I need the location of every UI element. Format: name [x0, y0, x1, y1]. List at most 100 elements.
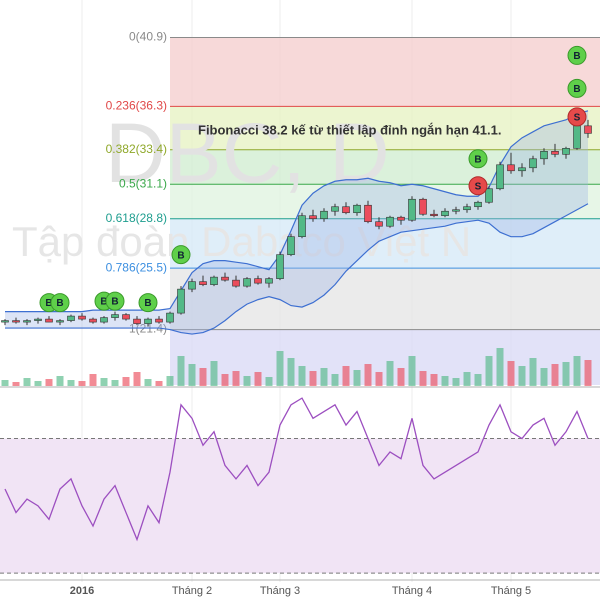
candle-body: [188, 281, 196, 290]
candle-body: [155, 318, 163, 323]
candle-body: [133, 318, 141, 324]
signal-marker: [468, 176, 488, 196]
candle-body: [573, 125, 581, 149]
fib-zone: [170, 268, 600, 330]
fib-zone: [170, 37, 600, 107]
signal: S: [468, 176, 488, 196]
candle-body: [276, 254, 284, 279]
signal: B: [567, 78, 587, 98]
candle-body: [430, 213, 438, 217]
candle-body: [56, 320, 64, 323]
volume-bar: [78, 381, 86, 386]
signal-label: B: [474, 154, 481, 165]
volume-bar: [12, 382, 20, 386]
volume-bar: [551, 364, 559, 386]
candle-body: [353, 204, 361, 214]
candle-body: [100, 317, 108, 323]
signal: B: [567, 45, 587, 65]
volume-bar: [419, 371, 427, 386]
candle-body: [485, 188, 493, 203]
signal: S: [567, 107, 587, 127]
candle-body: [507, 164, 515, 172]
candle-body: [210, 276, 218, 285]
candle-body: [1, 320, 9, 323]
candle-body: [144, 318, 152, 324]
signal-marker: [468, 149, 488, 169]
candle-body: [331, 206, 339, 212]
candle-body: [122, 314, 130, 320]
candle-body: [562, 148, 570, 155]
x-tick-label: Tháng 3: [260, 585, 300, 597]
volume-bar: [122, 377, 130, 386]
volume-bar: [265, 377, 273, 386]
volume-bar: [364, 364, 372, 386]
signal-label: B: [177, 250, 184, 261]
candle-body: [78, 315, 86, 320]
bollinger-lower: [5, 203, 589, 335]
signal-label: B: [100, 297, 107, 308]
candle-body: [67, 315, 75, 321]
x-tick-label: Tháng 2: [172, 585, 212, 597]
signal-marker: [171, 245, 191, 265]
volume-bar: [56, 376, 64, 386]
volume-bar: [331, 374, 339, 386]
volume-bar: [177, 356, 185, 386]
candle-body: [397, 216, 405, 221]
candle-body: [23, 320, 31, 323]
candle-body: [584, 125, 592, 134]
volume-bar: [111, 380, 119, 386]
signal-marker: [50, 293, 70, 313]
signal-label: B: [111, 297, 118, 308]
volume-bar: [210, 361, 218, 386]
candle-body: [540, 151, 548, 160]
volume-bar: [276, 351, 284, 386]
volume-bar: [342, 366, 350, 386]
volume-bar: [320, 368, 328, 386]
x-tick-label: Tháng 5: [491, 585, 531, 597]
volume-bar: [386, 361, 394, 386]
volume-bar: [573, 356, 581, 386]
signal-marker: [138, 293, 158, 313]
candle-body: [287, 236, 295, 255]
candle-body: [320, 210, 328, 220]
candle-body: [529, 158, 537, 169]
volume-bar: [496, 348, 504, 386]
candle-body: [364, 204, 372, 223]
x-tick-label: 2016: [70, 585, 94, 597]
volume-bar: [397, 368, 405, 386]
candle-body: [386, 216, 394, 227]
candle-body: [199, 281, 207, 285]
fib-label: 0.618(28.8): [106, 211, 167, 225]
annotation: Fibonacci 38.2 kế từ thiết lập đỉnh ngắn…: [198, 122, 501, 137]
plot-layer: 2016 Tháng 2 Tháng 3 Tháng 4 Tháng 5 0(40.9) 0…: [1, 30, 592, 597]
fib-label: 0.382(33.4): [106, 142, 167, 156]
volume-bar: [441, 376, 449, 386]
fib-label: 0.5(31.1): [119, 176, 167, 190]
signal-label: B: [144, 298, 151, 309]
volume-bar: [45, 379, 53, 386]
fib-label: 0.786(25.5): [106, 260, 167, 274]
volume-bar: [188, 364, 196, 386]
fib-label: 0.236(36.3): [106, 99, 167, 113]
signal: B: [105, 291, 125, 311]
signal-label: B: [45, 298, 52, 309]
candle-body: [551, 151, 559, 155]
signal-label: B: [56, 298, 63, 309]
fib-zone: [170, 218, 600, 269]
watermark: DBC, D: [105, 106, 390, 200]
candle-body: [232, 279, 240, 287]
candle-body: [45, 318, 53, 323]
watermark-subtitle: Tập đoàn Dabaco Việt N: [12, 218, 471, 265]
fib-label: 0(40.9): [129, 30, 167, 44]
volume-bar: [67, 380, 75, 386]
candle-body: [34, 318, 42, 321]
signal-label: S: [475, 181, 482, 192]
volume-bar: [463, 372, 471, 386]
volume-bar: [1, 380, 9, 386]
volume-bar: [221, 374, 229, 386]
signal-label: B: [573, 84, 580, 95]
volume-bar: [309, 371, 317, 386]
bollinger-fill: [5, 110, 588, 335]
signal: B: [468, 149, 488, 169]
